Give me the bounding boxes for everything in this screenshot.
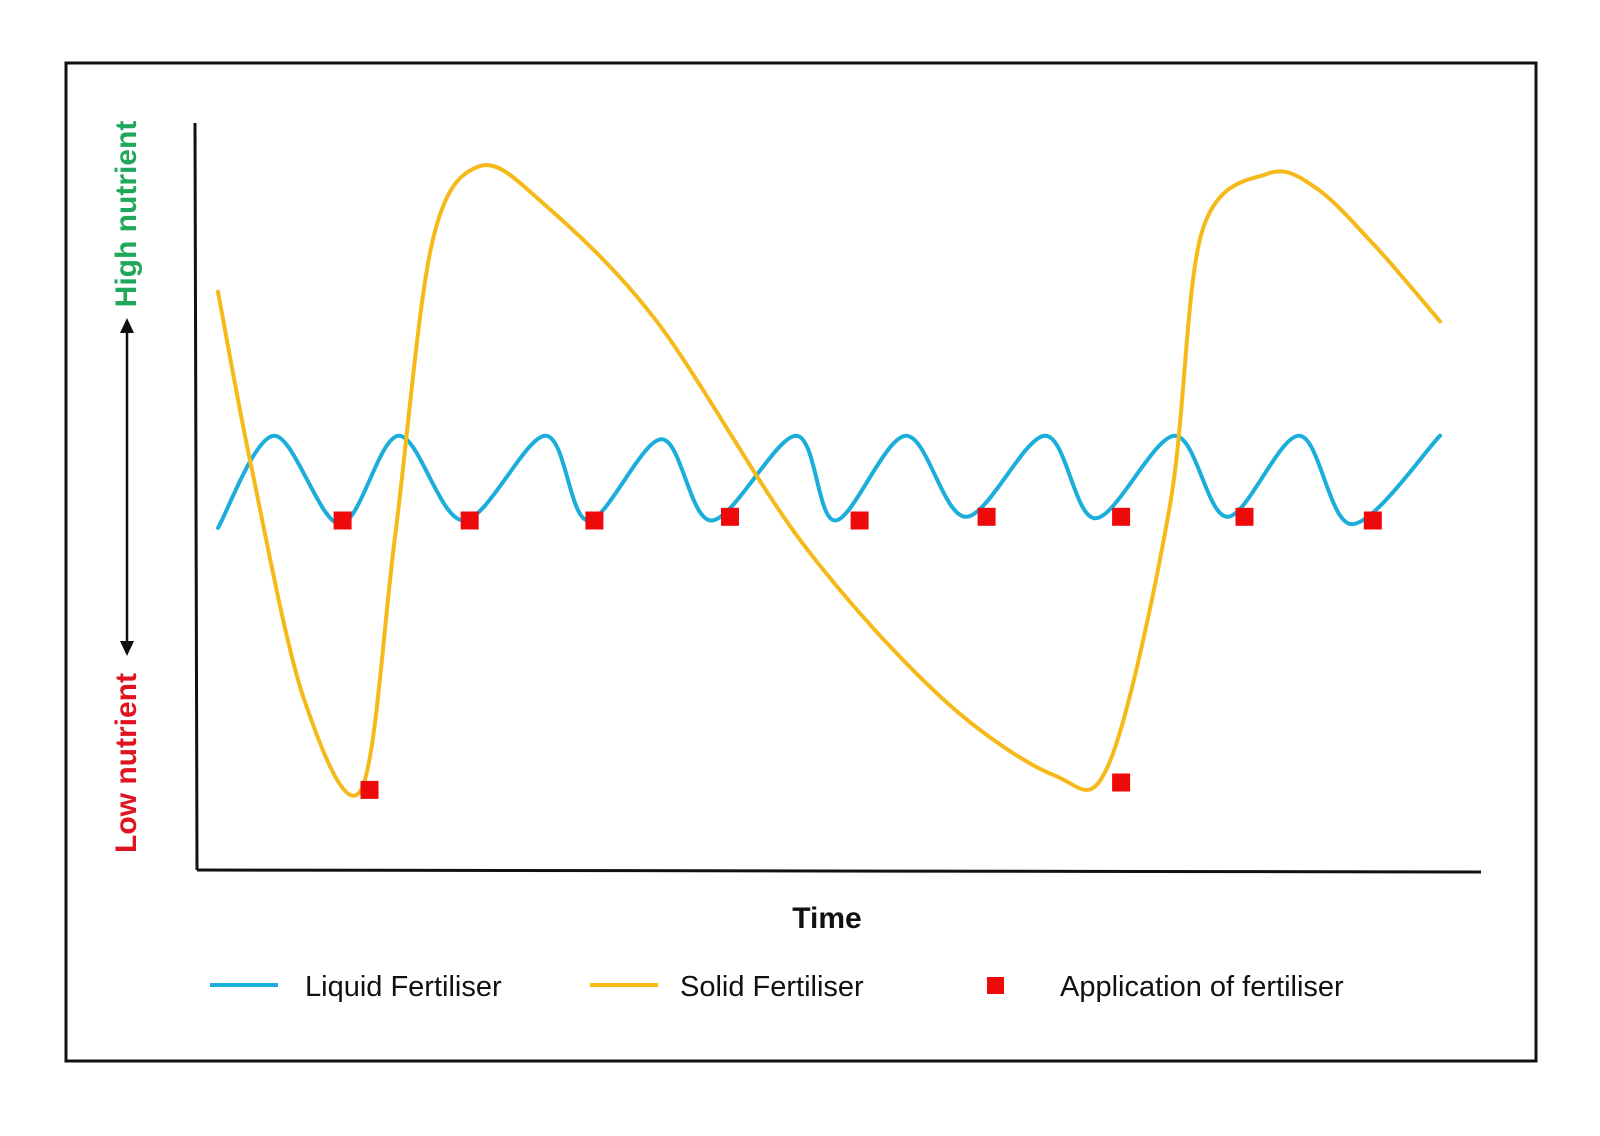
application-marker [1235, 507, 1254, 526]
marker-layer [333, 507, 1382, 799]
application-marker [1363, 511, 1382, 530]
x-axis-line [196, 868, 1482, 874]
legend-label-application: Application of fertiliser [1060, 971, 1344, 1003]
application-marker [977, 507, 996, 526]
legend-label-solid: Solid Fertiliser [680, 971, 864, 1003]
application-marker [460, 511, 479, 530]
chart-frame [64, 61, 1538, 1063]
application-marker [333, 511, 352, 530]
arrow-up-icon [120, 318, 134, 333]
legend-label-liquid: Liquid Fertiliser [305, 971, 502, 1003]
y-axis-low-label: Low nutrient [110, 673, 143, 853]
y-axis-high-label: High nutrient [110, 121, 143, 308]
legend-swatch-application [987, 977, 1004, 994]
application-marker [585, 511, 604, 530]
legend: Liquid Fertiliser Solid Fertiliser Appli… [210, 971, 1344, 1003]
series-line-solid [216, 163, 1442, 798]
series-line-liquid [216, 433, 1442, 530]
application-marker [1112, 507, 1131, 526]
arrow-down-icon [120, 641, 134, 656]
application-marker [721, 507, 739, 526]
application-marker [1112, 773, 1131, 792]
y-axis-line [193, 122, 199, 871]
application-marker [360, 780, 379, 799]
series-layer [216, 163, 1442, 798]
application-marker [850, 511, 869, 530]
x-axis-label: Time [792, 902, 861, 935]
